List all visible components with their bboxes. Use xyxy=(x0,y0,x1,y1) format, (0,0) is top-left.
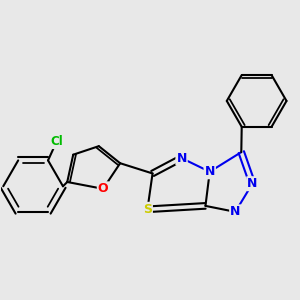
Text: Cl: Cl xyxy=(50,135,63,148)
Text: N: N xyxy=(205,165,215,178)
Text: N: N xyxy=(247,177,258,190)
Text: N: N xyxy=(230,206,241,218)
Text: N: N xyxy=(176,152,187,165)
Text: S: S xyxy=(143,203,152,216)
Text: O: O xyxy=(98,182,108,195)
